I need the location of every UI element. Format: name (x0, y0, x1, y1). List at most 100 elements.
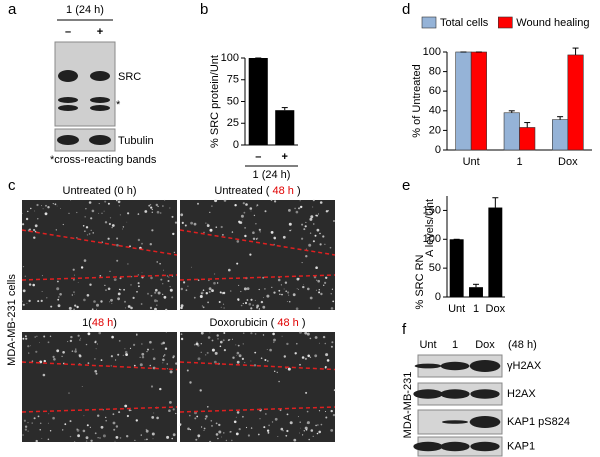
cell-speckle (166, 368, 168, 370)
cell-speckle (127, 263, 129, 265)
bar (470, 51, 487, 151)
cell-speckle (309, 232, 312, 234)
cell-speckle (214, 199, 218, 203)
cell-speckle (211, 289, 214, 292)
cell-speckle (202, 306, 205, 309)
cell-speckle (37, 218, 39, 220)
cell-speckle (218, 430, 222, 434)
cell-speckle (39, 422, 42, 425)
cell-speckle (164, 347, 168, 350)
cell-speckle (213, 360, 217, 364)
blot-band (469, 360, 501, 372)
cell-speckle (305, 429, 308, 431)
cell-speckle (254, 333, 257, 335)
cell-speckle (90, 439, 93, 442)
cell-speckle (147, 292, 149, 295)
cell-speckle (71, 350, 74, 353)
cell-speckle (331, 288, 333, 290)
cell-speckle (270, 231, 274, 234)
micrograph (22, 332, 177, 442)
cell-speckle (150, 294, 153, 297)
cell-speckle (43, 335, 46, 338)
cell-speckle (197, 344, 200, 347)
cell-speckle (240, 214, 244, 218)
cell-speckle (324, 342, 327, 345)
cell-speckle (236, 360, 240, 364)
cell-speckle (243, 287, 247, 291)
cell-speckle (299, 421, 301, 423)
cell-speckle (324, 366, 327, 368)
band-label: * (116, 99, 121, 111)
cell-speckle (157, 205, 159, 208)
cell-speckle (294, 207, 296, 210)
title-part: Untreated ( (214, 185, 272, 197)
cell-speckle (151, 208, 153, 211)
cell-speckle (28, 352, 30, 354)
cell-speckle (211, 424, 213, 427)
cell-speckle (77, 334, 80, 337)
y-axis-label: % SRC protein/Unt (209, 55, 221, 148)
cell-speckle (213, 281, 216, 285)
cell-speckle (163, 355, 165, 357)
cell-speckle (73, 278, 75, 281)
cell-speckle (149, 364, 152, 367)
wound-edge (21, 406, 178, 413)
cell-speckle (262, 305, 266, 309)
cell-speckle (47, 438, 50, 441)
cell-speckle (207, 336, 211, 339)
cell-speckle (299, 363, 301, 366)
cell-speckle (267, 360, 269, 362)
cell-speckle (219, 345, 222, 348)
cell-speckle (155, 288, 158, 292)
cell-speckle (153, 412, 155, 414)
cell-speckle (73, 291, 75, 293)
cell-speckle (208, 287, 212, 291)
cell-speckle (141, 352, 145, 356)
cell-speckle (293, 438, 297, 442)
cell-speckle (300, 205, 303, 209)
cell-speckle (305, 391, 308, 394)
cell-speckle (268, 424, 270, 427)
cell-speckle (250, 332, 253, 335)
cell-speckle (246, 287, 250, 290)
cell-speckle (47, 341, 50, 344)
cell-speckle (104, 200, 107, 203)
cell-speckle (310, 215, 314, 219)
cell-speckle (222, 291, 226, 295)
bar (488, 207, 503, 297)
cell-speckle (295, 307, 299, 311)
x-tick-label: Unt (448, 303, 465, 315)
cell-speckle (103, 210, 105, 212)
cell-speckle (111, 302, 113, 304)
cell-speckle (118, 411, 121, 414)
cell-speckle (317, 213, 319, 215)
cell-speckle (126, 435, 129, 438)
cell-speckle (240, 290, 242, 293)
cell-speckle (107, 287, 111, 291)
cell-speckle (28, 283, 32, 286)
blot-band (440, 361, 470, 371)
cell-speckle (144, 439, 146, 441)
cell-speckle (98, 331, 101, 335)
cell-speckle (156, 416, 159, 420)
cell-speckle (180, 333, 183, 336)
cell-speckle (118, 205, 121, 207)
cell-speckle (209, 440, 212, 443)
cell-speckle (290, 229, 292, 231)
cell-speckle (135, 419, 138, 422)
cell-speckle (85, 436, 89, 440)
cell-speckle (215, 422, 218, 425)
cell-speckle (166, 275, 168, 277)
lane-label: – (65, 26, 71, 38)
cell-speckle (149, 204, 152, 206)
cell-speckle (79, 339, 81, 341)
cell-speckle (215, 433, 219, 436)
cell-speckle (312, 240, 315, 243)
blot-band (90, 71, 110, 81)
cell-speckle (89, 426, 91, 428)
cell-speckle (266, 294, 270, 298)
cell-speckle (152, 357, 156, 361)
cell-speckle (175, 362, 178, 365)
cell-speckle (165, 332, 167, 333)
